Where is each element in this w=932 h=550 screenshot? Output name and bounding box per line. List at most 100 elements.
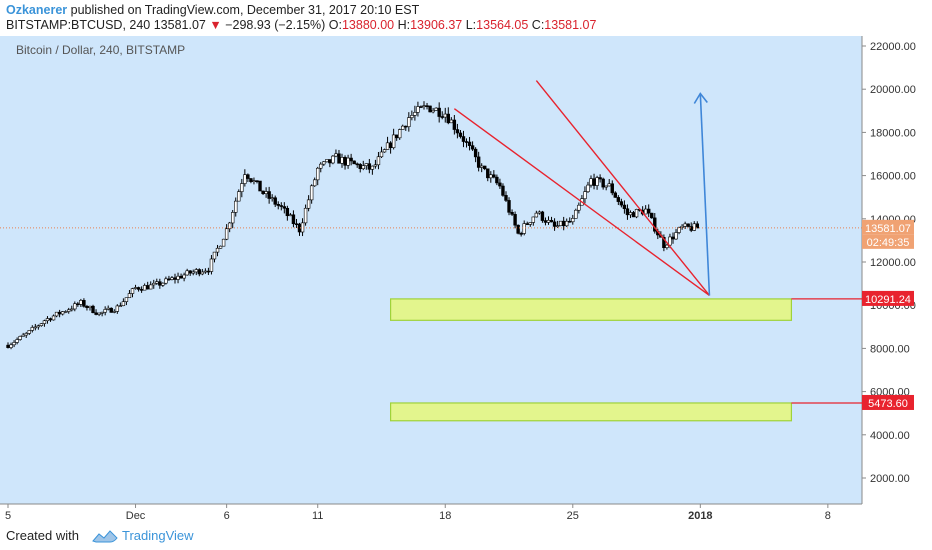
candle-body [188, 270, 192, 274]
publish-line: Ozkanerer published on TradingView.com, … [6, 3, 419, 17]
candle-body [595, 177, 599, 186]
candle-body [112, 311, 116, 313]
candle-body [312, 179, 317, 187]
candle-body [6, 344, 10, 348]
y-tick-label: 2000.00 [870, 473, 910, 485]
candle-body [261, 190, 265, 194]
candle-body [410, 115, 414, 118]
candle-body [203, 270, 208, 273]
candle-body [613, 192, 617, 198]
candle-body [30, 327, 34, 331]
candle-body [24, 333, 28, 336]
candle-body [379, 151, 384, 158]
candle-body [106, 307, 110, 310]
candle-body [118, 305, 123, 308]
candle-body [212, 251, 217, 260]
candle-body [571, 218, 575, 223]
candle-body [446, 113, 450, 124]
candle-body [607, 183, 611, 187]
candle-body [109, 307, 113, 313]
author-link[interactable]: Ozkanerer [6, 3, 68, 17]
candle-body [215, 247, 220, 253]
low-value: 13564.05 [476, 18, 529, 32]
candle-body [173, 277, 177, 280]
candle-body [285, 207, 290, 217]
candle-body [495, 176, 499, 184]
y-tick-label: 18000.00 [870, 127, 916, 139]
close-label: C: [531, 18, 545, 32]
candle-body [647, 208, 651, 214]
candle-body [413, 112, 417, 116]
candle-body [145, 285, 150, 290]
candle-body [121, 301, 126, 307]
candle-body [437, 107, 441, 117]
candle-body [662, 237, 666, 249]
candle-body [182, 274, 186, 279]
candle-body [51, 315, 56, 321]
candle-body [388, 142, 393, 148]
chart-title: Bitcoin / Dollar, 240, BITSTAMP [16, 43, 185, 57]
candle-body [695, 223, 699, 229]
candle-body [133, 287, 138, 289]
candle-body [483, 165, 487, 170]
candle-body [218, 245, 223, 249]
candle-body [88, 305, 92, 308]
candle-body [176, 275, 180, 280]
candle-body [431, 110, 435, 113]
tradingview-brand[interactable]: TradingView [122, 528, 194, 543]
trend-line [535, 80, 710, 296]
high-label: H: [397, 18, 411, 32]
candle-body [258, 180, 262, 192]
candle-body [224, 228, 229, 240]
candle-body [504, 195, 508, 201]
change-text: −298.93 (−2.15%) [225, 18, 326, 32]
candle-body [507, 200, 511, 213]
candle-body [27, 330, 31, 334]
candle-body [36, 325, 41, 328]
candle-body [589, 178, 593, 186]
candle-body [686, 223, 690, 227]
candle-body [643, 208, 648, 215]
candle-body [85, 306, 89, 308]
candle-body [355, 163, 359, 166]
candle-body [57, 311, 62, 315]
candle-body [394, 134, 399, 139]
candle-body [234, 200, 238, 213]
candle-body [574, 209, 578, 219]
candle-body [288, 214, 293, 217]
candle-body [586, 184, 590, 193]
price-chart[interactable]: 2000.004000.006000.008000.0010000.001200… [0, 36, 932, 522]
candle-body [12, 342, 16, 346]
published-text: published on TradingView.com, December 3… [70, 3, 420, 17]
candle-body [489, 174, 493, 179]
last-price-text: 13581.07 [153, 18, 206, 32]
candle-body [534, 212, 539, 218]
candle-body [67, 309, 71, 312]
candle-body [668, 236, 672, 246]
candle-body [303, 207, 308, 224]
candle-body [549, 219, 554, 223]
candle-body [391, 134, 396, 148]
candle-body [382, 149, 387, 153]
candle-body [115, 305, 120, 312]
candle-body [270, 197, 274, 200]
candle-body [243, 174, 247, 184]
candle-body [425, 105, 429, 107]
candle-body [650, 212, 654, 219]
candle-body [352, 160, 356, 165]
x-tick-label: 2018 [688, 510, 712, 522]
candle-body [200, 271, 205, 275]
x-tick-label: 5 [5, 510, 11, 522]
candle-body [370, 165, 375, 170]
candle-body [60, 311, 65, 315]
candle-body [209, 258, 214, 272]
candle-body [470, 145, 475, 150]
candle-body [634, 209, 639, 218]
candle-body [610, 183, 614, 194]
candle-body [291, 214, 296, 225]
last-price-label: 13581.07 [865, 223, 911, 235]
candle-body [9, 344, 13, 348]
candle-body [516, 224, 520, 234]
candle-body [264, 191, 268, 194]
candle-body [498, 182, 502, 187]
